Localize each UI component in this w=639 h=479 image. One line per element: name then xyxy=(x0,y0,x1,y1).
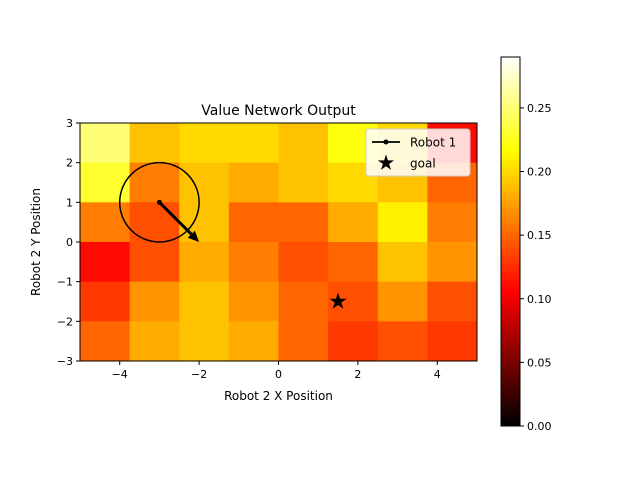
x-axis-label: Robot 2 X Position xyxy=(224,389,333,403)
heatmap-cell xyxy=(427,321,477,361)
colorbar-tick-label: 0.20 xyxy=(527,166,552,179)
legend-goal-star xyxy=(377,154,395,170)
y-axis-ticks: −3 −2 −1 0 1 2 3 xyxy=(57,117,80,368)
heatmap-cell xyxy=(179,281,230,322)
x-tick-label: 2 xyxy=(354,368,361,381)
x-tick-label: −2 xyxy=(191,368,207,381)
x-tick-label: 0 xyxy=(275,368,282,381)
robot-heading-arrow-head xyxy=(187,230,200,242)
heatmap-cell xyxy=(228,123,279,164)
heatmap-cell xyxy=(377,281,428,322)
x-tick-label: 4 xyxy=(434,368,441,381)
x-axis-ticks: −4 −2 0 2 4 xyxy=(112,361,441,381)
heatmap-cell xyxy=(179,123,230,164)
heatmap-cell xyxy=(427,242,477,283)
colorbar xyxy=(500,56,521,427)
heatmap-cell xyxy=(328,242,379,283)
heatmap-cell xyxy=(179,162,230,203)
heatmap-cell xyxy=(80,321,131,361)
colorbar-ticks: 0.00 0.05 0.10 0.15 0.20 0.25 xyxy=(520,102,552,433)
y-tick-label: 2 xyxy=(66,157,73,170)
colorbar-tick-label: 0.05 xyxy=(527,356,552,369)
y-tick-label: −1 xyxy=(57,276,73,289)
robot-heading-arrow-shaft xyxy=(158,201,193,236)
heatmap-cell xyxy=(179,242,230,283)
legend: Robot 1 goal xyxy=(365,128,471,177)
heatmap-cell xyxy=(129,123,180,164)
colorbar-tick-label: 0.10 xyxy=(527,293,552,306)
heatmap-cell xyxy=(80,281,131,322)
heatmap-cell xyxy=(228,202,279,243)
heatmap-cell xyxy=(427,202,477,243)
heatmap-cell xyxy=(80,202,131,243)
y-tick-label: 1 xyxy=(66,196,73,209)
heatmap-cell xyxy=(328,202,379,243)
heatmap-cell xyxy=(228,242,279,283)
heatmap-cell xyxy=(179,321,230,361)
x-tick-label: −4 xyxy=(112,368,128,381)
heatmap-cell xyxy=(278,242,329,283)
heatmap-cell xyxy=(129,281,180,322)
heatmap-cell xyxy=(228,162,279,203)
heatmap-cell xyxy=(377,242,428,283)
legend-goal-label: goal xyxy=(410,157,436,171)
heatmap-cell xyxy=(129,202,180,243)
heatmap-cell xyxy=(278,162,329,203)
chart-title: Value Network Output xyxy=(201,103,356,119)
goal-star-marker xyxy=(329,292,347,309)
y-tick-label: −3 xyxy=(57,355,73,368)
y-tick-label: 3 xyxy=(66,117,73,130)
heatmap-cell xyxy=(80,162,131,203)
heatmap-cell xyxy=(427,281,477,322)
legend-box xyxy=(365,128,471,177)
heatmap-cell xyxy=(278,281,329,322)
colorbar-tick-label: 0.25 xyxy=(527,102,552,115)
heatmap-cell xyxy=(179,202,230,243)
heatmap-cell xyxy=(278,202,329,243)
colorbar-tick-label: 0.15 xyxy=(527,229,552,242)
y-axis-label: Robot 2 Y Position xyxy=(29,188,43,296)
y-tick-label: −2 xyxy=(57,315,73,328)
heatmap-cell xyxy=(278,321,329,361)
robot-footprint-circle xyxy=(118,161,200,243)
heatmap-cell xyxy=(80,123,131,164)
heatmap-cell xyxy=(278,123,329,164)
robot-position-dot xyxy=(156,199,162,205)
heatmap-cell xyxy=(80,242,131,283)
heatmap-cell xyxy=(377,321,428,361)
heatmap-cell xyxy=(129,242,180,283)
heatmap-cell xyxy=(228,321,279,361)
legend-robot-dot xyxy=(383,139,389,145)
heatmap-cell xyxy=(129,321,180,361)
heatmap-cell xyxy=(228,281,279,322)
colorbar-tick-label: 0.00 xyxy=(527,420,552,433)
legend-robot-label: Robot 1 xyxy=(410,136,456,150)
plot-overlay xyxy=(118,161,347,309)
heatmap-cell xyxy=(377,202,428,243)
heatmap-cell xyxy=(328,321,379,361)
y-tick-label: 0 xyxy=(66,236,73,249)
